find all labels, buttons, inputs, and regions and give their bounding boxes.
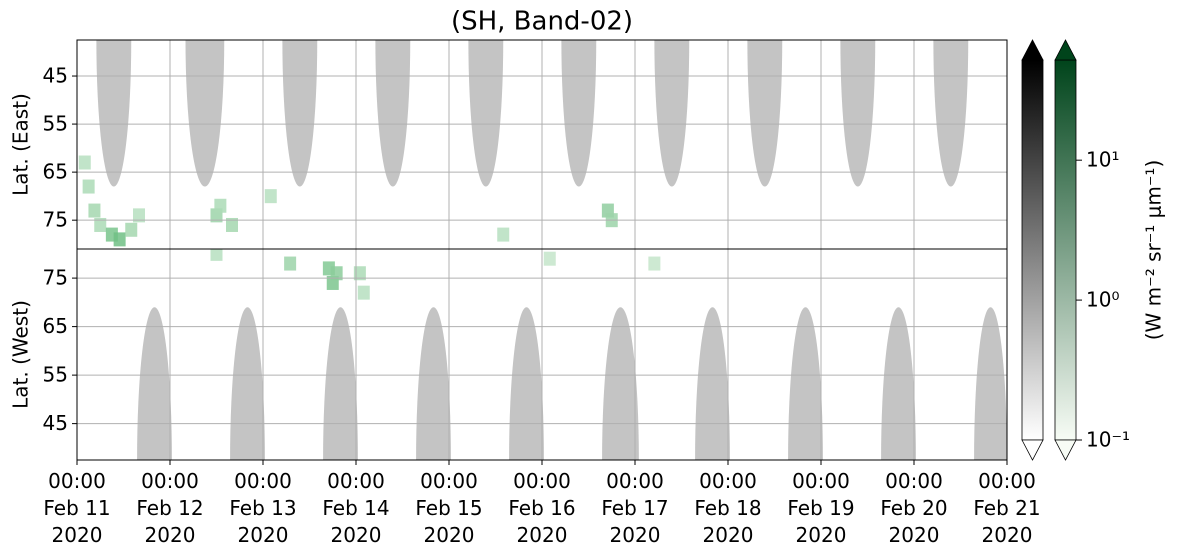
night-region [881,307,916,460]
colorbar [1054,59,1077,441]
panel [137,249,1007,460]
gray-colorbar-extend [1021,439,1044,461]
night-region [230,307,265,460]
x-tick-label: 00:00 Feb 13 2020 [229,469,296,547]
y-tick-label: 45 [43,64,68,88]
night-region [509,307,544,460]
cell [284,256,297,271]
y-axis-label: Lat. (East) [9,93,33,196]
y-tick-label: 65 [43,314,68,338]
x-tick-label: 00:00 Feb 17 2020 [601,469,668,547]
cell [497,227,510,242]
x-tick-label: 00:00 Feb 20 2020 [880,469,947,547]
night-region [654,40,690,187]
x-tick-label: 00:00 Feb 12 2020 [136,469,203,547]
night-region [96,40,132,187]
night-region [468,40,504,187]
x-tick-label: 00:00 Feb 16 2020 [508,469,575,547]
cell [125,222,138,237]
y-axis-label: Lat. (West) [9,300,33,409]
gray-colorbar-extend [1021,39,1044,61]
gray-colorbar [1021,59,1044,441]
cell [543,251,556,266]
y-tick-label: 65 [43,160,68,184]
y-tick-label: 55 [43,363,68,387]
x-tick-label: 00:00 Feb 11 2020 [43,469,110,547]
night-region [137,307,172,460]
colorbar-extend [1054,439,1077,461]
y-tick-label: 45 [43,411,68,435]
cell [648,256,661,271]
cell [78,155,91,170]
x-tick-label: 00:00 Feb 19 2020 [787,469,854,547]
cell [113,232,126,247]
night-region [561,40,597,187]
cell [94,217,107,232]
night-region [323,307,358,460]
colorbar-label: (W m⁻² sr⁻¹ μm⁻¹) [1142,160,1166,341]
colorbar-extend [1054,39,1077,61]
x-tick-label: 00:00 Feb 14 2020 [322,469,389,547]
cell [264,189,277,204]
night-region [602,307,639,460]
night-region [695,307,730,460]
colorbar-tick-label: 10¹ [1086,148,1119,172]
x-tick-label: 00:00 Feb 21 2020 [973,469,1040,547]
y-tick-label: 55 [43,112,68,136]
night-region [933,40,969,187]
cell [82,179,95,194]
night-region [416,307,451,460]
cell [330,266,343,281]
night-region [974,307,1007,460]
cell [88,203,101,218]
cell [133,208,145,223]
night-region [375,40,411,187]
x-tick-label: 00:00 Feb 18 2020 [694,469,761,547]
night-region [282,40,318,187]
night-region [840,40,876,187]
chart-title: (SH, Band-02) [451,7,633,37]
x-tick-label: 00:00 Feb 15 2020 [415,469,482,547]
cell [214,198,227,213]
night-region [788,307,823,460]
cell [357,285,370,300]
colorbar-tick-label: 10⁻¹ [1086,428,1130,452]
cell [210,249,223,261]
cell [226,217,238,232]
cell [353,266,366,281]
night-region [185,40,225,187]
panel [78,40,969,247]
y-tick-label: 75 [43,266,68,290]
colorbar-tick-label: 10⁰ [1086,288,1119,312]
y-tick-label: 75 [43,208,68,232]
night-region [747,40,783,187]
